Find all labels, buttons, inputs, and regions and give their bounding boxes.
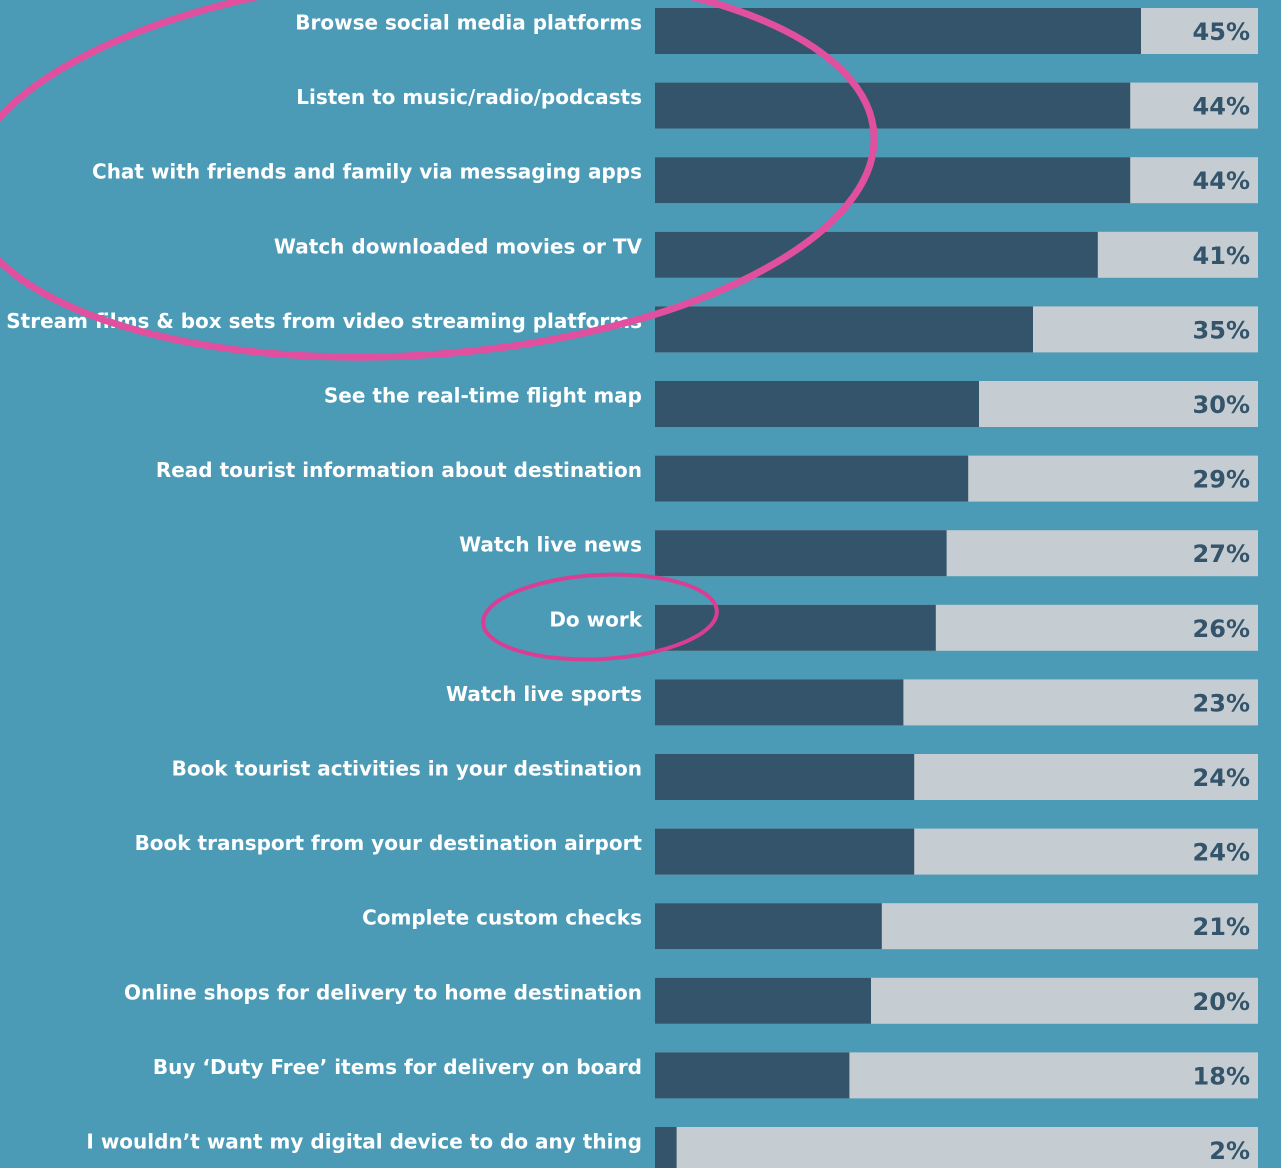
bar: [655, 231, 1098, 278]
category-label: Watch live news: [459, 533, 642, 557]
highlight-ellipse: [481, 572, 719, 662]
value-label: 21%: [1193, 913, 1250, 941]
value-label: 26%: [1193, 615, 1250, 643]
bar: [655, 604, 936, 651]
category-label: Watch downloaded movies or TV: [274, 234, 643, 258]
category-label: Complete custom checks: [362, 906, 642, 930]
value-label: 24%: [1193, 839, 1250, 867]
bar: [655, 679, 904, 726]
value-label: 45%: [1193, 18, 1250, 46]
bar: [655, 828, 915, 875]
value-label: 41%: [1193, 242, 1250, 270]
value-label: 20%: [1193, 988, 1250, 1016]
category-label: I wouldn’t want my digital device to do …: [86, 1130, 642, 1154]
bar: [655, 8, 1141, 54]
value-label: 2%: [1209, 1137, 1250, 1165]
highlight-ellipse: [0, 0, 878, 361]
value-label: 29%: [1193, 466, 1250, 494]
value-label: 23%: [1193, 689, 1250, 717]
category-label: Book transport from your destination air…: [135, 831, 643, 855]
category-label: Watch live sports: [446, 682, 642, 706]
category-label: Do work: [549, 607, 642, 631]
bar: [655, 530, 947, 577]
bars: Browse social media platforms 45% Listen t…: [6, 8, 1258, 1168]
bar: [655, 82, 1131, 129]
value-label: 27%: [1193, 540, 1250, 568]
value-label: 35%: [1193, 316, 1250, 344]
value-label: 18%: [1193, 1062, 1250, 1090]
bar: [655, 157, 1131, 204]
category-label: Chat with friends and family via messagi…: [92, 160, 642, 184]
category-label: Buy ‘Duty Free’ items for delivery on bo…: [153, 1055, 642, 1079]
bar: [655, 455, 969, 502]
category-label: Online shops for delivery to home destin…: [124, 980, 642, 1004]
bar-track: [655, 1127, 1258, 1168]
bar: [655, 1127, 677, 1168]
value-label: 24%: [1193, 764, 1250, 792]
category-label: Read tourist information about destinati…: [156, 458, 642, 482]
bar: [655, 1052, 850, 1099]
value-label: 44%: [1193, 167, 1250, 195]
category-label: See the real-time flight map: [324, 384, 642, 408]
bar: [655, 977, 871, 1024]
category-label: Listen to music/radio/podcasts: [296, 85, 642, 109]
bar: [655, 754, 915, 800]
category-label: Book tourist activities in your destinat…: [172, 757, 642, 781]
category-label: Browse social media platforms: [295, 11, 642, 35]
bar: [655, 306, 1033, 353]
value-label: 44%: [1193, 93, 1250, 121]
value-label: 30%: [1193, 391, 1250, 419]
bar: [655, 381, 979, 427]
bar: [655, 903, 882, 950]
